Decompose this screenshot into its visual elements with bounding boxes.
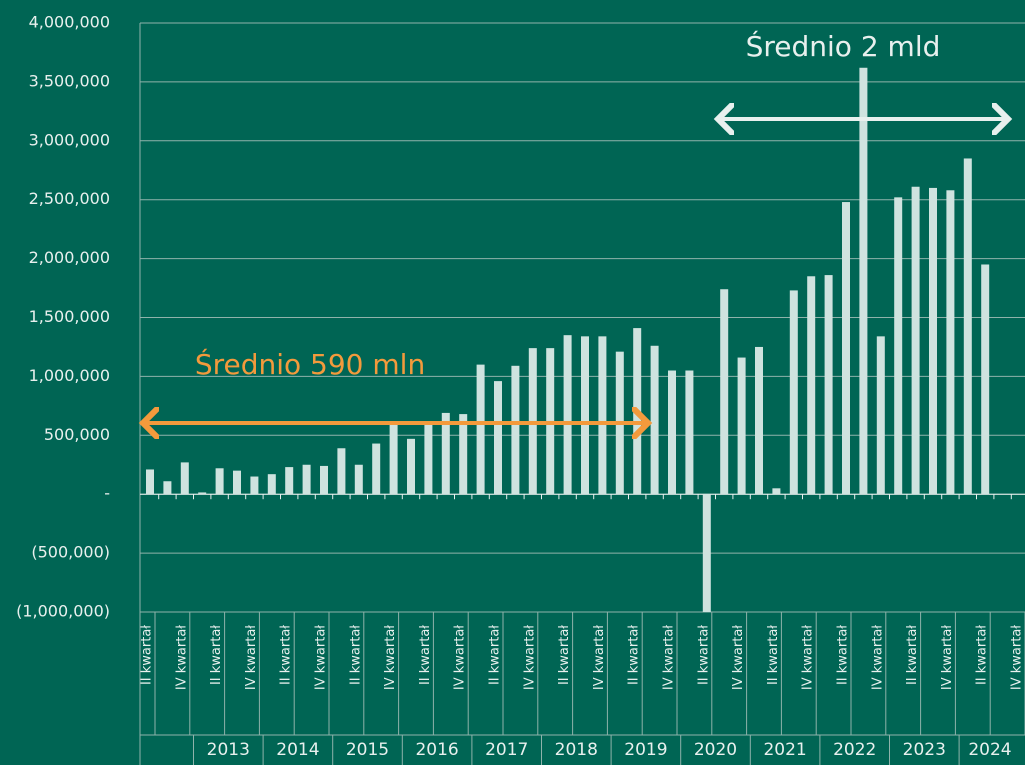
bar — [233, 470, 241, 495]
x-tick-label: II kwartał — [905, 625, 920, 685]
bar — [911, 186, 920, 495]
y-tick-label: 2,500,000 — [29, 189, 110, 208]
year-label: 2017 — [485, 740, 528, 760]
bar — [302, 464, 311, 495]
x-tick-label: IV kwartał — [522, 625, 537, 690]
year-label: 2018 — [555, 740, 598, 760]
year-label: 2013 — [207, 740, 250, 760]
x-tick-label: II kwartał — [975, 625, 990, 685]
bar — [320, 465, 328, 495]
bar — [267, 474, 276, 495]
bar — [285, 467, 294, 495]
x-tick-label: II kwartał — [418, 625, 433, 685]
x-tick-label: II kwartał — [627, 625, 642, 685]
bar — [354, 464, 363, 495]
y-tick-label: 4,000,000 — [29, 13, 110, 32]
bar — [598, 336, 607, 495]
x-tick-label: IV kwartał — [662, 625, 677, 690]
x-tick-label: IV kwartał — [244, 625, 259, 690]
bar — [250, 476, 259, 495]
x-tick-label: IV kwartał — [383, 625, 398, 690]
y-tick-label: 1,000,000 — [29, 366, 110, 385]
bar — [720, 289, 729, 495]
bar — [650, 345, 659, 495]
y-tick-label: - — [104, 484, 110, 503]
bar — [389, 423, 398, 495]
y-tick-label: (500,000) — [31, 543, 110, 562]
bar — [859, 67, 868, 495]
bar — [215, 468, 224, 495]
y-tick-label: 3,500,000 — [29, 71, 110, 90]
bar — [581, 336, 589, 495]
bar — [476, 364, 485, 495]
x-tick-label: II kwartał — [140, 625, 155, 685]
bar — [337, 448, 346, 495]
bar — [424, 422, 433, 495]
x-tick-label: IV kwartał — [314, 625, 329, 690]
x-tick-label: IV kwartał — [870, 625, 885, 690]
bar — [807, 276, 816, 495]
bar — [441, 412, 450, 495]
bar — [459, 414, 468, 495]
bar — [929, 187, 937, 495]
x-tick-label: IV kwartał — [453, 625, 468, 690]
year-label: 2016 — [415, 740, 458, 760]
x-tick-label: II kwartał — [696, 625, 711, 685]
y-tick-label: 3,000,000 — [29, 130, 110, 149]
y-tick-label: 500,000 — [44, 425, 110, 444]
y-tick-label: 2,000,000 — [29, 248, 110, 267]
year-label: 2019 — [624, 740, 667, 760]
bar — [180, 462, 189, 495]
bar — [702, 494, 711, 612]
bar — [946, 190, 955, 495]
y-tick-label: (1,000,000) — [16, 602, 110, 621]
bar — [511, 365, 520, 495]
bar — [685, 370, 694, 495]
bar — [372, 443, 381, 495]
year-label: 2022 — [833, 740, 876, 760]
bar — [963, 158, 972, 495]
x-tick-label: II kwartał — [209, 625, 224, 685]
x-tick-label: IV kwartał — [731, 625, 746, 690]
x-tick-label: IV kwartał — [940, 625, 955, 690]
x-tick-label: II kwartał — [557, 625, 572, 685]
annotation: Średnio 590 mln — [195, 347, 425, 381]
x-tick-label: IV kwartał — [174, 625, 189, 690]
x-tick-label: II kwartał — [488, 625, 503, 685]
x-tick-label: IV kwartał — [801, 625, 816, 690]
bar — [772, 488, 781, 495]
bar — [981, 264, 990, 495]
bar — [163, 481, 172, 495]
bar — [737, 357, 746, 495]
bar — [789, 290, 798, 495]
year-label: 2014 — [276, 740, 319, 760]
x-tick-label: IV kwartał — [592, 625, 607, 690]
bar — [876, 336, 885, 495]
bar — [146, 469, 154, 495]
y-tick-label: 1,500,000 — [29, 307, 110, 326]
bar — [894, 197, 903, 495]
bar — [407, 438, 415, 495]
year-label: 2024 — [968, 740, 1011, 760]
bar — [198, 492, 207, 495]
bar — [824, 275, 833, 495]
bar — [668, 370, 676, 495]
year-label: 2021 — [763, 740, 806, 760]
x-tick-label: II kwartał — [279, 625, 294, 685]
year-label: 2020 — [694, 740, 737, 760]
annotation: Średnio 2 mld — [746, 29, 941, 63]
x-tick-label: IV kwartał — [1010, 625, 1025, 690]
bar — [563, 335, 572, 495]
bar — [842, 202, 850, 495]
bar — [755, 346, 763, 495]
x-tick-label: II kwartał — [766, 625, 781, 685]
x-tick-label: II kwartał — [348, 625, 363, 685]
year-label: 2023 — [903, 740, 946, 760]
x-tick-label: II kwartał — [836, 625, 851, 685]
bar — [633, 328, 642, 495]
year-label: 2015 — [346, 740, 389, 760]
bar — [494, 381, 502, 495]
